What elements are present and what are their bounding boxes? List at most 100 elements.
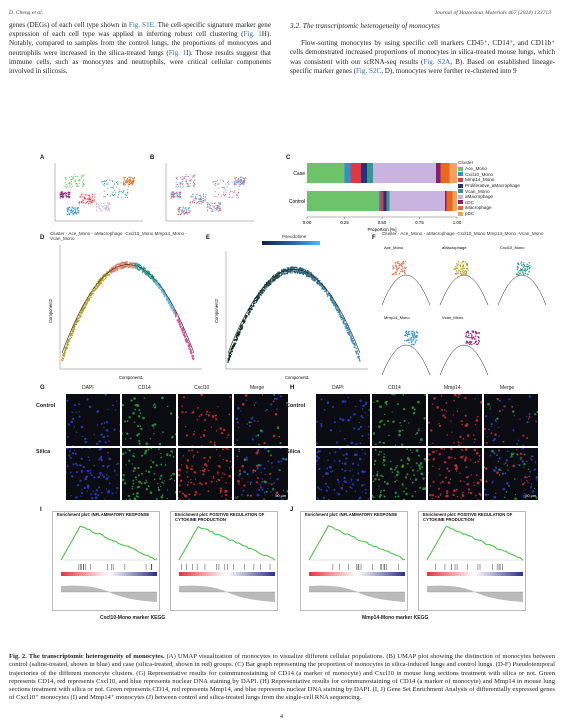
trajectory-point [74,328,76,331]
stain-spot [437,487,441,490]
trajectory-point [272,281,274,283]
microscopy-tile [428,394,482,446]
pseudotime-colorbar [262,241,320,245]
trajectory-point [82,308,84,311]
stain-spot [96,442,99,446]
stain-spot [342,454,345,457]
umap-point [188,185,190,187]
stain-spot [475,419,479,422]
stain-spot [372,432,376,435]
fig-s2a-link[interactable]: Fig. S2A [423,57,451,66]
trajectory-point [80,313,82,315]
umap-point [216,180,218,182]
stain-spot [273,397,277,400]
fig1-link-2[interactable]: Fig. 1 [168,48,187,57]
microscopy-image [428,448,482,500]
umap-point [101,181,103,183]
trajectory-point [350,337,352,340]
umap-point [80,196,82,198]
umap-point [190,178,192,180]
trajectory-point [164,294,167,297]
stain-spot [528,412,531,416]
stain-spot [405,492,408,496]
scale-bar-label: 50 μm [525,494,536,498]
trajectory-point [115,264,117,266]
stain-spot [257,434,260,437]
stain-spot [403,408,406,411]
stain-spot [487,493,490,496]
stain-spot [278,435,281,438]
microscopy-tile [178,394,232,446]
trajectory-point [325,290,327,293]
umap-point [89,196,91,198]
trajectory-point [354,345,356,347]
fig1-link[interactable]: Fig. 1 [243,30,262,39]
stain-spot [341,468,344,471]
stain-spot [503,463,505,465]
stain-spot [101,474,104,477]
umap-point [95,203,97,206]
gsea-title: Enrichment plot: INFLAMMATORY RESPONSE [305,512,398,517]
umap-point [177,179,179,181]
stain-spot [228,413,231,416]
stain-spot [527,468,530,471]
stain-spot [90,474,93,477]
stain-spot [514,497,517,500]
umap-point [193,182,196,185]
stain-spot [445,492,449,495]
stain-spot [450,456,452,459]
panel-label-a: A [40,155,45,161]
umap-point [118,192,120,194]
trajectory-point [182,329,184,331]
umap-point [68,193,70,195]
umap-point [117,183,119,185]
umap-point [170,195,172,197]
stain-spot [130,399,133,402]
trajectory-point [290,267,293,270]
umap-point [76,175,78,177]
caption-label: Fig. 2. The transcriptomic heterogeneity… [9,653,165,660]
umap-point [179,193,181,195]
stain-spot [430,429,433,432]
facet-point [408,341,410,344]
stain-spot [211,414,215,418]
trajectory-point [316,280,319,283]
trajectory-point [73,325,75,327]
umap-point [82,183,84,185]
fig-s2c-link[interactable]: Fig. S2C [355,66,382,75]
stain-spot [450,420,452,422]
stain-spot [418,467,422,470]
stain-spot [378,451,381,453]
stain-spot [534,462,537,464]
umap-point [66,185,68,187]
facet-title: Cxcl10_Mono [500,245,525,250]
stain-spot [73,426,75,428]
facet-point [517,274,520,276]
trajectory-point [68,341,70,343]
stain-spot [107,408,109,410]
facet-point [525,269,528,271]
stain-spot [462,438,465,440]
stain-spot [411,481,414,484]
trajectory-point [346,328,348,330]
fig-s1e-link[interactable]: Fig. S1E [128,21,154,29]
stain-spot [351,487,353,489]
umap-point [177,209,179,211]
stain-spot [193,471,197,474]
stain-spot [394,444,397,446]
trajectory-point [192,358,194,360]
microscopy-tile [66,448,120,500]
facet-point [520,262,522,264]
stain-spot [182,492,185,495]
facet-point [411,340,413,342]
umap-a-points [59,173,136,216]
stain-spot [345,452,348,456]
trajectory-point [262,290,264,292]
trajectory-point [172,307,174,310]
umap-point [218,183,220,185]
stain-spot [149,465,153,469]
stain-spot [136,486,140,489]
trajectory-point [94,287,97,289]
stain-spot [487,436,489,438]
trajectory-point [177,318,179,321]
